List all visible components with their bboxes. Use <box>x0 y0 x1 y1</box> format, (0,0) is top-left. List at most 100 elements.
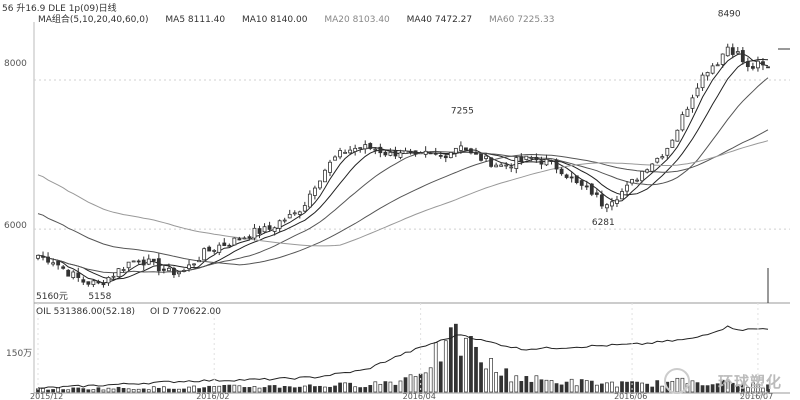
candle-body <box>267 225 272 230</box>
candle-body <box>579 180 584 186</box>
volume-bar <box>76 387 81 393</box>
candle-body <box>474 152 478 155</box>
candle-body <box>282 219 287 222</box>
ma-legend: MA组合(5,10,20,40,60,0) MA5 8111.40 MA10 8… <box>38 12 568 25</box>
candle-body <box>46 256 50 263</box>
volume-bar <box>494 372 498 393</box>
volume-bar <box>484 368 488 393</box>
candle-body <box>126 261 131 269</box>
volume-bar <box>106 387 111 393</box>
candle-body <box>625 184 629 192</box>
volume-bar <box>393 384 398 393</box>
volume-bar <box>177 388 181 393</box>
candle-body <box>247 236 252 239</box>
candle-body <box>323 169 327 183</box>
volume-bar <box>549 380 554 393</box>
candle-body <box>242 237 247 240</box>
candle-body <box>458 145 463 151</box>
price-annotation: 7255 <box>451 106 474 116</box>
volume-bar <box>534 375 539 393</box>
volume-bar <box>459 355 463 393</box>
volume-bar <box>227 384 232 393</box>
ma20-label: MA20 8103.40 <box>324 15 390 25</box>
candle-body <box>756 60 760 69</box>
volume-bar <box>318 385 322 393</box>
candle-body <box>680 114 685 131</box>
volume-bar <box>242 387 247 393</box>
candle-body <box>121 269 126 271</box>
candle-body <box>766 66 770 69</box>
volume-bar <box>499 375 504 393</box>
candle-body <box>136 260 141 263</box>
volume-bar <box>594 384 599 393</box>
volume-bar <box>454 323 458 393</box>
candle-body <box>403 150 408 154</box>
candle-body <box>363 144 368 150</box>
volume-bar <box>489 358 493 393</box>
volume-bar <box>469 336 473 393</box>
candle-body <box>96 280 101 284</box>
candle-body <box>660 156 665 159</box>
volume-bar <box>172 388 176 393</box>
volume-bar <box>197 388 201 393</box>
volume-bar <box>600 383 604 393</box>
volume-bar <box>640 382 644 393</box>
volume-bar <box>162 386 166 393</box>
volume-bar <box>252 386 257 393</box>
candle-body <box>277 220 282 229</box>
x-tick-label: 2015/12 <box>30 392 63 400</box>
candle-body <box>192 263 196 266</box>
volume-bar <box>308 384 312 393</box>
price-annotation: 5160元 <box>36 292 68 302</box>
volume-bar <box>610 381 614 393</box>
candle-body <box>453 147 458 154</box>
volume-bar <box>428 367 433 393</box>
candle-body <box>76 272 81 278</box>
candle-body <box>635 179 640 182</box>
volume-bar <box>605 382 609 393</box>
volume-bar <box>46 389 50 393</box>
volume-bar <box>187 386 191 393</box>
candle-body <box>610 201 614 207</box>
candle-body <box>116 268 121 278</box>
volume-bar <box>51 389 55 393</box>
candle-body <box>307 193 312 208</box>
volume-bar <box>539 379 544 393</box>
open-interest-line <box>37 325 769 389</box>
volume-bar <box>126 388 131 393</box>
volume-bar <box>343 382 347 393</box>
candle-body <box>730 47 735 55</box>
volume-bar <box>81 388 86 393</box>
volume-bar <box>247 387 252 393</box>
candle-body <box>665 147 670 156</box>
volume-bar <box>182 388 186 393</box>
volume-bar <box>262 387 267 393</box>
x-axis-ticks: 2015/12 2016/02 2016/04 2016/06 2016/07 <box>30 303 773 400</box>
volume-bar <box>438 361 443 393</box>
candle-body <box>131 260 136 263</box>
volume-bar <box>715 383 720 393</box>
candle-body <box>599 194 604 207</box>
candle-body <box>86 281 91 285</box>
volume-bar <box>297 386 302 393</box>
volume-bar <box>645 383 650 393</box>
volume-bar <box>292 387 297 393</box>
x-tick-label: 2016/07 <box>740 392 773 400</box>
candle-body <box>514 157 519 169</box>
candle-body <box>348 149 353 154</box>
volume-bar <box>141 388 146 393</box>
candle-body <box>262 226 267 233</box>
candle-body <box>217 244 222 253</box>
volume-bar <box>358 387 363 393</box>
candle-body <box>398 152 403 158</box>
candle-body <box>735 51 740 54</box>
candle-body <box>166 267 171 272</box>
candle-body <box>56 260 61 266</box>
candle-body <box>257 228 262 234</box>
candle-body <box>328 161 332 173</box>
candle-body <box>604 204 609 209</box>
candle-body <box>534 156 539 161</box>
candle-body <box>589 183 594 195</box>
volume-bar <box>272 385 277 393</box>
